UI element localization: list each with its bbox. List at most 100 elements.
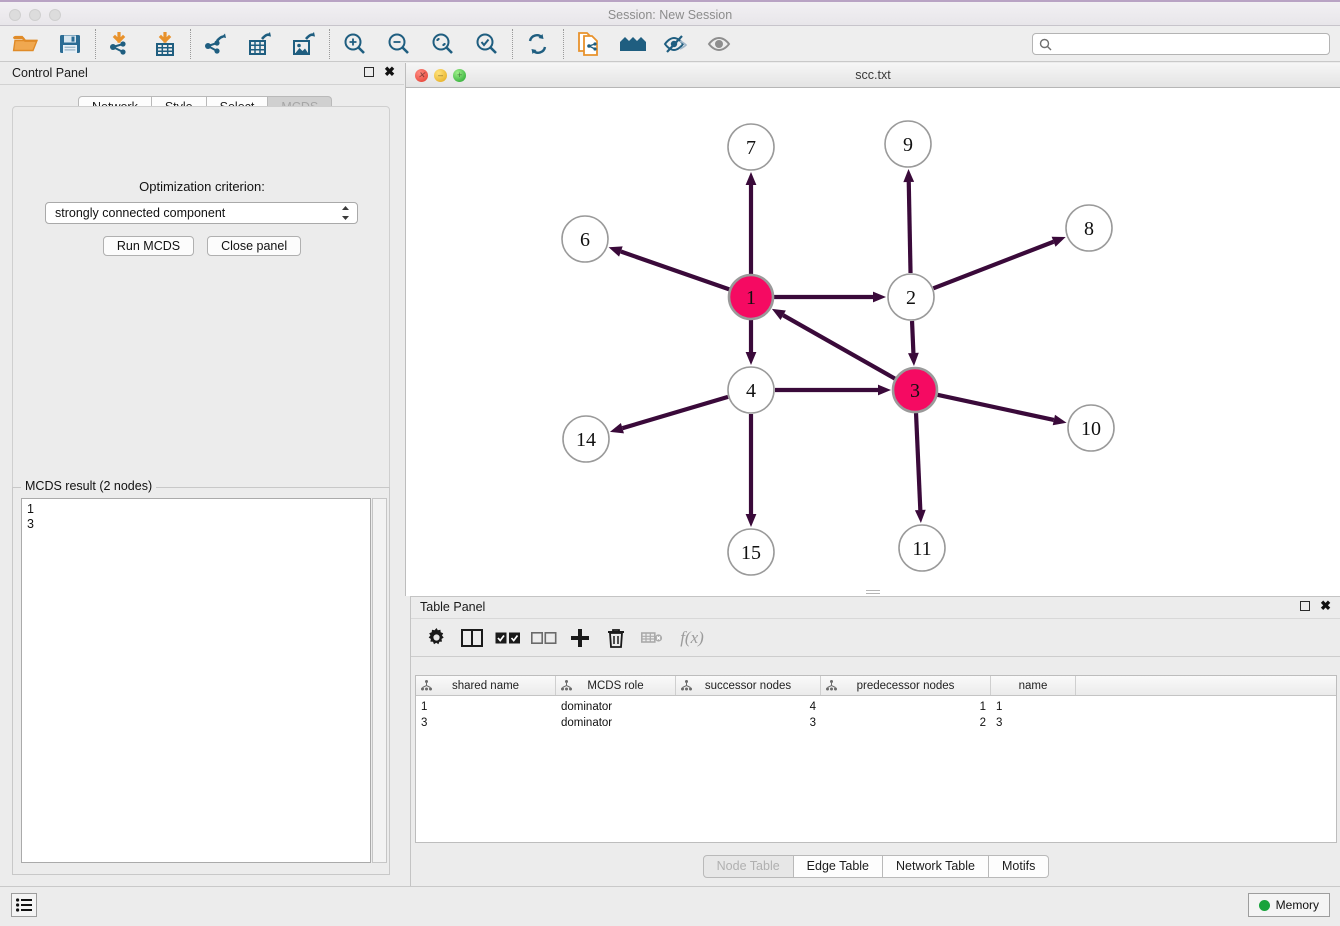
export-network-icon[interactable] — [194, 27, 238, 61]
reset-column-icon[interactable] — [639, 625, 665, 651]
mcds-result-text[interactable]: 1 3 — [21, 498, 371, 863]
network-column-icon — [421, 680, 432, 691]
network-graph[interactable]: 7 9 6 8 1 2 4 3 10 14 15 11 — [406, 89, 1340, 596]
table-panel: Table Panel ✖ f(x) — [410, 596, 1340, 886]
optimization-criterion-select[interactable]: strongly connected component — [45, 202, 358, 224]
cell-name: 3 — [996, 717, 1003, 729]
graph-node-6[interactable] — [561, 215, 609, 263]
import-network-icon[interactable] — [99, 27, 143, 61]
cell-successor-nodes: 4 — [809, 701, 816, 713]
graph-edge-arrowhead — [609, 423, 624, 434]
graph-edge[interactable] — [621, 394, 729, 431]
open-folder-icon[interactable] — [4, 27, 48, 61]
graph-node-11[interactable] — [898, 524, 946, 572]
graph-node-1[interactable] — [727, 273, 775, 321]
graph-node-14[interactable] — [562, 415, 610, 463]
mac-zoom-icon[interactable]: + — [453, 69, 466, 82]
graph-edge[interactable] — [620, 249, 730, 292]
graph-edge-arrowhead — [1051, 236, 1066, 247]
window-close-dot[interactable] — [9, 9, 21, 21]
search-box[interactable] — [1032, 33, 1330, 55]
column-header-label: successor nodes — [704, 679, 792, 692]
session-title: Session: New Session — [607, 8, 733, 22]
column-header-mcds-role[interactable]: MCDS role — [556, 676, 676, 695]
export-table-icon[interactable] — [238, 27, 282, 61]
add-column-icon[interactable] — [567, 625, 593, 651]
graph-node-4[interactable] — [727, 366, 775, 414]
table-panel-tabs[interactable]: Node Table Edge Table Network Table Moti… — [411, 855, 1340, 878]
graph-node-3[interactable] — [891, 366, 939, 414]
node-table[interactable]: shared name MCDS role successor nodes pr… — [415, 675, 1337, 843]
columns-icon[interactable] — [459, 625, 485, 651]
column-header-shared-name[interactable]: shared name — [416, 676, 556, 695]
graph-node-7[interactable] — [727, 123, 775, 171]
control-panel-header: Control Panel ✖ — [0, 63, 404, 85]
close-panel-button[interactable]: Close panel — [207, 236, 302, 256]
task-list-icon[interactable] — [11, 893, 37, 917]
memory-label: Memory — [1275, 898, 1319, 912]
column-header-successor-nodes[interactable]: successor nodes — [676, 676, 821, 695]
graph-node-label: 9 — [903, 134, 913, 156]
settings-gear-icon[interactable] — [423, 625, 449, 651]
chevron-updown-icon — [341, 204, 350, 222]
maximize-icon[interactable] — [364, 67, 375, 77]
graph-edge[interactable] — [937, 392, 1055, 423]
select-all-checkboxes-icon[interactable] — [495, 625, 521, 651]
zoom-selected-icon[interactable] — [465, 27, 509, 61]
close-icon[interactable]: ✖ — [384, 64, 395, 79]
graph-edge-arrowhead — [745, 514, 757, 527]
toolbar-separator — [190, 28, 191, 59]
mac-minimize-icon[interactable]: – — [434, 69, 447, 82]
function-builder-icon[interactable]: f(x) — [680, 627, 704, 647]
graph-node-15[interactable] — [727, 528, 775, 576]
mcds-result-line: 3 — [27, 517, 34, 531]
graph-edge[interactable] — [932, 239, 1055, 291]
window-minimize-dot[interactable] — [29, 9, 41, 21]
graph-node-9[interactable] — [884, 120, 932, 168]
graph-node-2[interactable] — [887, 273, 935, 321]
mac-close-icon[interactable]: ✕ — [415, 69, 428, 82]
zoom-out-icon[interactable] — [377, 27, 421, 61]
close-icon[interactable]: ✖ — [1320, 598, 1331, 613]
graph-edge[interactable] — [782, 313, 897, 381]
network-view-window: ✕ – + scc.txt 7 9 6 8 1 2 4 3 10 14 15 11 — [405, 63, 1340, 596]
tab-node-table[interactable]: Node Table — [702, 855, 794, 878]
refresh-icon[interactable] — [516, 27, 560, 61]
run-mcds-button[interactable]: Run MCDS — [102, 236, 195, 256]
zoom-fit-icon[interactable] — [421, 27, 465, 61]
layout-icon[interactable] — [611, 27, 655, 61]
resize-grip[interactable] — [866, 590, 880, 594]
deselect-all-checkboxes-icon[interactable] — [531, 625, 557, 651]
search-input[interactable] — [1058, 37, 1323, 51]
memory-button[interactable]: Memory — [1247, 893, 1330, 917]
new-network-icon[interactable] — [567, 27, 611, 61]
graph-node-8[interactable] — [1065, 204, 1113, 252]
graph-edge[interactable] — [909, 320, 916, 354]
save-icon[interactable] — [48, 27, 92, 61]
show-all-icon[interactable] — [699, 27, 743, 61]
window-zoom-dot[interactable] — [49, 9, 61, 21]
network-canvas[interactable]: 7 9 6 8 1 2 4 3 10 14 15 11 — [406, 89, 1340, 596]
tab-motifs[interactable]: Motifs — [988, 855, 1050, 878]
hide-selected-icon[interactable] — [655, 27, 699, 61]
import-table-icon[interactable] — [143, 27, 187, 61]
tab-network-table[interactable]: Network Table — [883, 855, 989, 878]
network-column-icon — [826, 680, 837, 691]
mcds-result-scrollbar[interactable] — [372, 498, 387, 863]
column-header-predecessor-nodes[interactable]: predecessor nodes — [821, 676, 991, 695]
column-header-label: predecessor nodes — [856, 679, 955, 692]
cell-mcds-role: dominator — [561, 701, 613, 713]
zoom-in-icon[interactable] — [333, 27, 377, 61]
graph-edge[interactable] — [913, 412, 923, 511]
graph-edge[interactable] — [906, 181, 913, 274]
column-header-name[interactable]: name — [991, 676, 1076, 695]
delete-column-icon[interactable] — [603, 625, 629, 651]
control-panel-title: Control Panel — [12, 66, 88, 80]
window-controls[interactable] — [9, 9, 61, 21]
graph-node-10[interactable] — [1067, 404, 1115, 452]
export-image-icon[interactable] — [282, 27, 326, 61]
table-row[interactable]: 1 dominator 4 1 1 — [416, 699, 1336, 715]
tab-edge-table[interactable]: Edge Table — [793, 855, 883, 878]
table-row[interactable]: 3 dominator 3 2 3 — [416, 715, 1336, 731]
maximize-icon[interactable] — [1300, 601, 1311, 611]
